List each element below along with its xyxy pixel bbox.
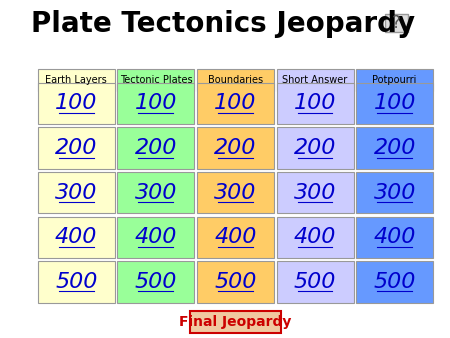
Text: 100: 100 bbox=[374, 93, 416, 114]
Text: 200: 200 bbox=[55, 138, 98, 158]
FancyBboxPatch shape bbox=[276, 217, 354, 258]
FancyBboxPatch shape bbox=[197, 172, 274, 213]
FancyBboxPatch shape bbox=[356, 261, 433, 303]
Text: 100: 100 bbox=[214, 93, 256, 114]
FancyBboxPatch shape bbox=[276, 83, 354, 124]
FancyBboxPatch shape bbox=[117, 127, 194, 169]
Text: 500: 500 bbox=[135, 272, 177, 292]
FancyBboxPatch shape bbox=[197, 83, 274, 124]
FancyBboxPatch shape bbox=[276, 69, 354, 91]
Text: 300: 300 bbox=[214, 183, 256, 203]
Text: 100: 100 bbox=[135, 93, 177, 114]
Text: 400: 400 bbox=[55, 227, 98, 247]
FancyBboxPatch shape bbox=[276, 261, 354, 303]
Text: 500: 500 bbox=[55, 272, 98, 292]
Text: 400: 400 bbox=[214, 227, 256, 247]
FancyBboxPatch shape bbox=[117, 69, 194, 91]
FancyBboxPatch shape bbox=[197, 261, 274, 303]
FancyBboxPatch shape bbox=[356, 69, 433, 91]
Text: 500: 500 bbox=[374, 272, 416, 292]
FancyBboxPatch shape bbox=[385, 14, 408, 32]
Text: Earth Layers: Earth Layers bbox=[45, 75, 107, 85]
FancyBboxPatch shape bbox=[117, 217, 194, 258]
Text: 400: 400 bbox=[135, 227, 177, 247]
Text: 400: 400 bbox=[294, 227, 336, 247]
Text: 300: 300 bbox=[374, 183, 416, 203]
Text: 400: 400 bbox=[374, 227, 416, 247]
Text: Boundaries: Boundaries bbox=[208, 75, 263, 85]
Text: 300: 300 bbox=[294, 183, 336, 203]
FancyBboxPatch shape bbox=[38, 217, 115, 258]
Text: 300: 300 bbox=[55, 183, 98, 203]
FancyBboxPatch shape bbox=[356, 127, 433, 169]
FancyBboxPatch shape bbox=[117, 261, 194, 303]
Text: 300: 300 bbox=[135, 183, 177, 203]
Text: 100: 100 bbox=[55, 93, 98, 114]
FancyBboxPatch shape bbox=[190, 311, 281, 333]
Text: Final Jeopardy: Final Jeopardy bbox=[179, 315, 292, 329]
FancyBboxPatch shape bbox=[276, 172, 354, 213]
FancyBboxPatch shape bbox=[356, 172, 433, 213]
Text: ?: ? bbox=[392, 14, 400, 32]
FancyBboxPatch shape bbox=[117, 83, 194, 124]
Text: 200: 200 bbox=[294, 138, 336, 158]
Text: 100: 100 bbox=[294, 93, 336, 114]
FancyBboxPatch shape bbox=[356, 217, 433, 258]
FancyBboxPatch shape bbox=[276, 127, 354, 169]
FancyBboxPatch shape bbox=[356, 83, 433, 124]
Text: Short Answer: Short Answer bbox=[283, 75, 348, 85]
FancyBboxPatch shape bbox=[197, 127, 274, 169]
FancyBboxPatch shape bbox=[117, 172, 194, 213]
Text: Tectonic Plates: Tectonic Plates bbox=[120, 75, 192, 85]
FancyBboxPatch shape bbox=[38, 127, 115, 169]
Text: 500: 500 bbox=[294, 272, 336, 292]
FancyBboxPatch shape bbox=[38, 172, 115, 213]
FancyBboxPatch shape bbox=[38, 83, 115, 124]
Text: Plate Tectonics Jeopardy: Plate Tectonics Jeopardy bbox=[31, 10, 415, 38]
Text: 500: 500 bbox=[214, 272, 256, 292]
FancyBboxPatch shape bbox=[38, 69, 115, 91]
FancyBboxPatch shape bbox=[197, 217, 274, 258]
Text: 200: 200 bbox=[214, 138, 256, 158]
Text: Potpourri: Potpourri bbox=[373, 75, 417, 85]
FancyBboxPatch shape bbox=[197, 69, 274, 91]
Text: 200: 200 bbox=[374, 138, 416, 158]
FancyBboxPatch shape bbox=[38, 261, 115, 303]
Text: 200: 200 bbox=[135, 138, 177, 158]
